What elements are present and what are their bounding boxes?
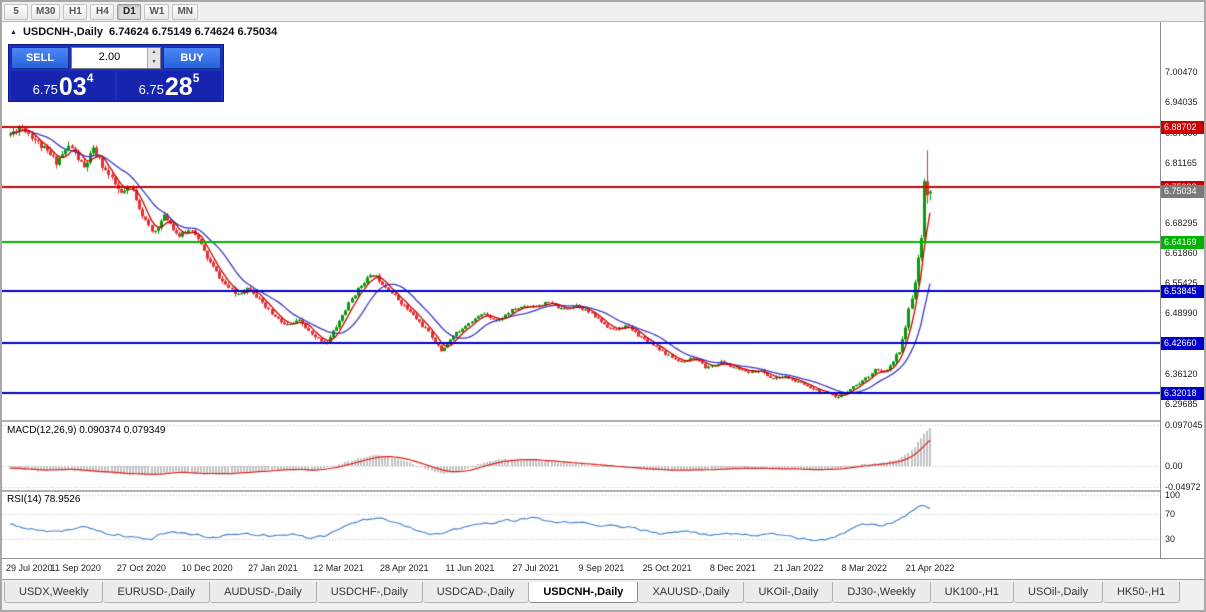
sell-button[interactable]: SELL (11, 47, 69, 69)
price-axis-label: 100 (1165, 490, 1181, 501)
chart-marker-icon: ▲ (10, 28, 17, 36)
spin-down-icon[interactable]: ▼ (151, 59, 157, 65)
level-price-tag: 6.32018 (1161, 386, 1204, 400)
level-price-tag: 6.64169 (1161, 236, 1204, 250)
time-axis-label: 11 Jun 2021 (445, 563, 495, 573)
time-axis-divider (2, 558, 1204, 559)
rsi-label: RSI(14) 78.9526 (7, 494, 81, 505)
panel-splitter[interactable] (2, 490, 1204, 492)
current-price-tag: 6.75034 (1161, 185, 1204, 199)
macd-label: MACD(12,26,9) 0.090374 0.079349 (7, 425, 166, 436)
level-price-tag: 6.88702 (1161, 121, 1204, 135)
time-axis-label: 27 Jul 2021 (512, 563, 559, 573)
price-axis-label: -0.04972 (1165, 481, 1201, 492)
price-axis-label: 30 (1165, 534, 1176, 545)
chart-tab-audusd-daily[interactable]: AUDUSD-,Daily (210, 582, 317, 603)
volume-spinner[interactable]: ▲ ▼ (147, 48, 160, 68)
timeframe-toolbar: 5 M30 H1 H4 D1 W1 MN (2, 2, 1204, 22)
price-axis-label: 6.36120 (1165, 368, 1198, 379)
time-axis-label: 11 Sep 2020 (50, 563, 101, 573)
time-axis-label: 28 Apr 2021 (380, 563, 429, 573)
chart-tab-hk50-h1[interactable]: HK50-,H1 (1102, 582, 1181, 603)
chart-tab-dj30-weekly[interactable]: DJ30-,Weekly (833, 582, 931, 603)
level-price-tag: 6.42660 (1161, 336, 1204, 350)
time-axis-label: 21 Apr 2022 (905, 563, 955, 573)
price-axis-label: 6.29685 (1165, 398, 1198, 409)
timeframe-button-5[interactable]: 5 (4, 3, 28, 20)
price-axis-label: 0.097045 (1165, 420, 1203, 431)
buy-price-head: 6.75 (138, 82, 164, 97)
chart-tab-usdx-weekly[interactable]: USDX,Weekly (4, 582, 104, 603)
sell-price-head: 6.75 (32, 82, 58, 97)
volume-input[interactable]: 2.00 ▲ ▼ (71, 47, 161, 69)
spin-up-icon[interactable]: ▲ (151, 49, 157, 55)
price-axis-label: 6.48990 (1165, 308, 1198, 319)
panel-splitter[interactable] (2, 420, 1204, 422)
chart-tab-uk100-h1[interactable]: UK100-,H1 (930, 582, 1015, 603)
symbol-info: ▲ USDCNH-,Daily 6.74624 6.75149 6.74624 … (10, 26, 277, 38)
time-axis-label: 25 Oct 2021 (642, 563, 692, 573)
chart-tab-usdcnh-daily[interactable]: USDCNH-,Daily (529, 582, 639, 603)
buy-price[interactable]: 6.75 28 5 (117, 71, 221, 101)
price-axis-label: 6.61860 (1165, 248, 1198, 259)
timeframe-button-d1[interactable]: D1 (117, 3, 142, 20)
chart-tab-usdchf-daily[interactable]: USDCHF-,Daily (316, 582, 423, 603)
chart-tab-xauusd-daily[interactable]: XAUUSD-,Daily (638, 582, 745, 603)
sell-price-big: 03 (58, 73, 87, 101)
symbol-title: USDCNH-,Daily (22, 26, 104, 38)
price-axis-label: 6.55425 (1165, 278, 1198, 289)
chart-tab-usoil-daily[interactable]: USOil-,Daily (1014, 582, 1103, 603)
one-click-trading-widget: SELL 2.00 ▲ ▼ BUY 6.75 03 4 6.75 28 5 (8, 44, 224, 102)
timeframe-button-h4[interactable]: H4 (90, 3, 115, 20)
time-axis-label: 8 Dec 2021 (709, 563, 756, 573)
price-axis-label: 0.00 (1165, 461, 1183, 472)
chart-tab-usdcad-daily[interactable]: USDCAD-,Daily (422, 582, 530, 603)
price-axis-label: 70 (1165, 509, 1176, 519)
chart-tab-ukoil-daily[interactable]: UKOil-,Daily (744, 582, 834, 603)
price-axis-label: 7.00470 (1165, 67, 1198, 78)
price-axis-label: 6.94035 (1165, 97, 1198, 108)
rsi-indicator-canvas[interactable] (2, 492, 1160, 558)
sell-price-sup: 4 (86, 71, 94, 85)
chart-tab-bar: USDX,Weekly EURUSD-,Daily AUDUSD-,Daily USD… (2, 579, 1204, 603)
timeframe-button-mn[interactable]: MN (172, 3, 199, 20)
time-axis-label: 10 Dec 2020 (181, 563, 233, 573)
time-axis-label: 27 Jan 2021 (248, 563, 298, 573)
time-axis-label: 21 Jan 2022 (773, 563, 824, 573)
time-axis-label: 9 Sep 2021 (578, 563, 625, 573)
timeframe-button-w1[interactable]: W1 (144, 3, 170, 20)
time-axis-label: 12 Mar 2021 (313, 563, 364, 573)
timeframe-button-m30[interactable]: M30 (31, 3, 61, 20)
time-axis-label: 8 Mar 2022 (841, 563, 888, 573)
sell-price[interactable]: 6.75 03 4 (11, 71, 115, 101)
symbol-ohlc: 6.74624 6.75149 6.74624 6.75034 (109, 26, 278, 38)
macd-indicator-canvas[interactable] (2, 422, 1160, 490)
time-axis-label: 27 Oct 2020 (116, 563, 166, 573)
price-axis-label: 6.81165 (1165, 157, 1197, 168)
price-axis-label: 6.68295 (1165, 217, 1198, 228)
time-axis[interactable]: 29 Jul 2020 11 Sep 2020 27 Oct 2020 10 Dec … (2, 559, 1204, 579)
buy-price-sup: 5 (192, 71, 200, 85)
price-axis[interactable]: 7.004706.940356.876006.811656.747306.682… (1160, 22, 1204, 558)
buy-button[interactable]: BUY (163, 47, 221, 69)
level-price-tag: 6.53845 (1161, 284, 1204, 298)
volume-value: 2.00 (98, 51, 121, 63)
timeframe-button-h1[interactable]: H1 (63, 3, 88, 20)
time-axis-label: 29 Jul 2020 (6, 563, 53, 573)
buy-price-big: 28 (164, 73, 193, 101)
chart-tab-eurusd-daily[interactable]: EURUSD-,Daily (103, 582, 211, 603)
